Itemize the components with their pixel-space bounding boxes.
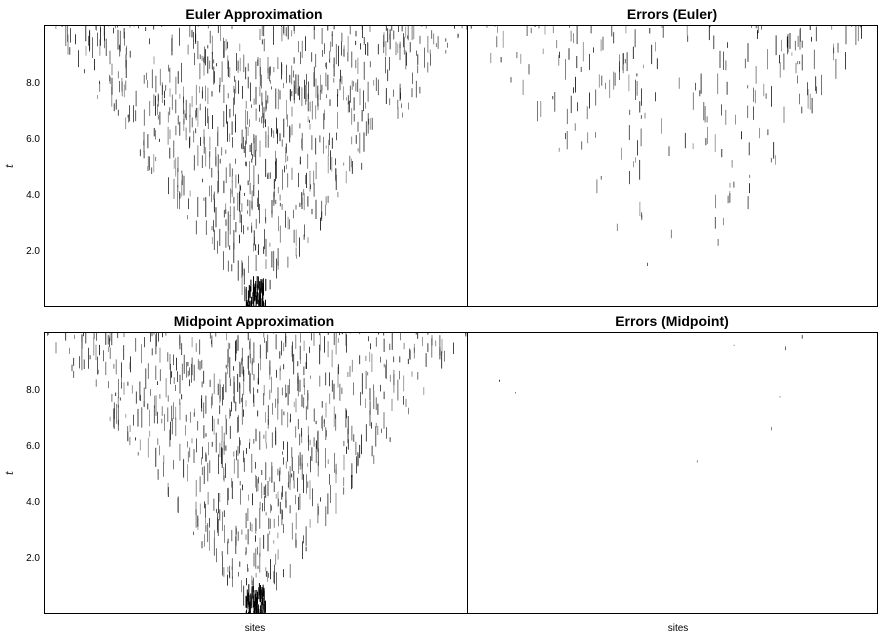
y-axis-label: t [5,163,16,168]
y-tick-label: 8.0 [26,385,40,396]
y-axis-label: t [5,470,16,475]
heatmap-marks [55,26,467,306]
panel-errors-euler: Errors (Euler) [467,6,878,307]
heatmap-marks [470,26,862,266]
heatmap-marks [47,333,467,613]
y-tick-label: 4.0 [26,497,40,508]
x-axis-label: sites [245,623,266,634]
panel-title: Errors (Euler) [627,6,717,22]
y-tick-label: 2.0 [26,553,40,564]
y-tick-label: 8.0 [26,78,40,89]
y-tick-label: 6.0 [26,441,40,452]
panel-euler-approximation: Euler Approximation 8.0 6.0 4.0 2.0 t [5,6,468,307]
panel-midpoint-approximation: Midpoint Approximation 8.0 6.0 4.0 2.0 t… [5,313,468,634]
plot-frame [44,332,468,614]
panel-title: Errors (Midpoint) [615,313,729,329]
panel-title: Euler Approximation [185,6,322,22]
heatmap-marks [499,335,803,463]
y-tick-label: 2.0 [26,246,40,257]
plot-frame [467,25,878,307]
y-tick-label: 4.0 [26,190,40,201]
plot-frame [467,332,878,614]
y-tick-label: 6.0 [26,134,40,145]
panel-title: Midpoint Approximation [174,313,334,329]
panel-errors-midpoint: Errors (Midpoint) sites [467,313,878,634]
x-axis-label: sites [668,623,689,634]
